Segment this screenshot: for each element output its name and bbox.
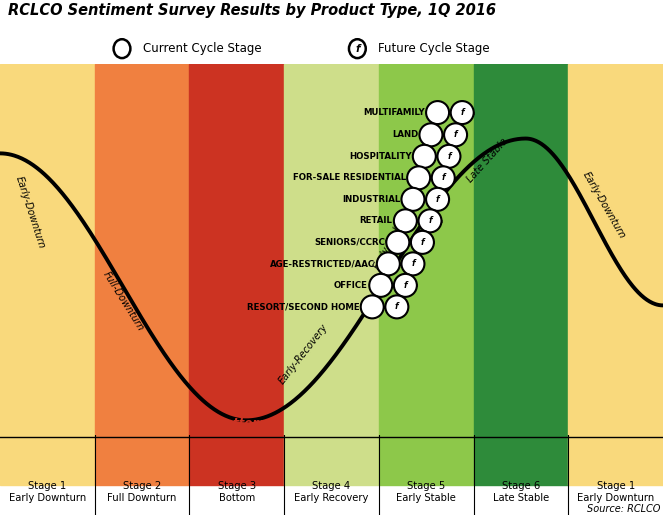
Bar xyxy=(379,435,473,485)
Ellipse shape xyxy=(387,231,409,254)
Text: f: f xyxy=(404,281,407,290)
Ellipse shape xyxy=(413,145,436,168)
Bar xyxy=(473,64,568,435)
Ellipse shape xyxy=(420,123,442,146)
Text: f: f xyxy=(428,216,432,226)
Text: Current Cycle Stage: Current Cycle Stage xyxy=(143,42,261,56)
Bar xyxy=(190,435,284,485)
Bar xyxy=(190,64,284,435)
Text: f: f xyxy=(411,260,415,268)
Text: RETAIL: RETAIL xyxy=(359,216,392,226)
Ellipse shape xyxy=(377,252,400,276)
Text: f: f xyxy=(395,302,398,312)
Ellipse shape xyxy=(369,274,392,297)
Bar xyxy=(95,64,190,435)
Bar xyxy=(379,64,473,435)
Ellipse shape xyxy=(402,252,424,276)
Text: RESORT/SECOND HOME: RESORT/SECOND HOME xyxy=(247,302,359,312)
Text: MULTIFAMILY: MULTIFAMILY xyxy=(363,108,425,117)
Text: SENIORS/CCRC: SENIORS/CCRC xyxy=(314,238,385,247)
Text: f: f xyxy=(442,174,445,182)
Text: f: f xyxy=(453,130,457,140)
Text: INDUSTRIAL: INDUSTRIAL xyxy=(342,195,400,204)
Ellipse shape xyxy=(385,296,408,318)
Text: FOR-SALE RESIDENTIAL: FOR-SALE RESIDENTIAL xyxy=(292,174,406,182)
Text: RCLCO Sentiment Survey Results by Product Type, 1Q 2016: RCLCO Sentiment Survey Results by Produc… xyxy=(8,3,496,18)
Ellipse shape xyxy=(418,210,442,232)
Text: Stage 3
Bottom: Stage 3 Bottom xyxy=(217,482,256,503)
Circle shape xyxy=(349,39,366,58)
Ellipse shape xyxy=(394,274,417,297)
Circle shape xyxy=(113,39,131,58)
Text: f: f xyxy=(447,152,451,161)
Text: HOSPITALITY: HOSPITALITY xyxy=(349,152,412,161)
Ellipse shape xyxy=(361,296,384,318)
Text: Full-Downturn: Full-Downturn xyxy=(101,270,145,333)
Text: f: f xyxy=(460,108,464,117)
Bar xyxy=(0,64,95,435)
Text: f: f xyxy=(436,195,440,204)
Text: Late Stable: Late Stable xyxy=(465,137,510,185)
Ellipse shape xyxy=(407,166,430,190)
Ellipse shape xyxy=(451,101,473,124)
Text: Stage 5
Early Stable: Stage 5 Early Stable xyxy=(396,482,456,503)
Bar xyxy=(568,64,663,435)
Ellipse shape xyxy=(426,188,449,211)
Ellipse shape xyxy=(402,188,424,211)
Text: Stage 2
Full Downturn: Stage 2 Full Downturn xyxy=(107,482,177,503)
Bar xyxy=(0,435,95,485)
Text: Early-Downturn: Early-Downturn xyxy=(14,175,46,250)
Text: Stage 4
Early Recovery: Stage 4 Early Recovery xyxy=(294,482,369,503)
Text: Stage 1
Early Downturn: Stage 1 Early Downturn xyxy=(577,482,654,503)
Bar xyxy=(284,64,379,435)
Ellipse shape xyxy=(426,101,449,124)
Bar xyxy=(568,435,663,485)
Ellipse shape xyxy=(411,231,434,254)
Text: Early-Stable: Early-Stable xyxy=(372,214,408,271)
Text: AGE-RESTRICTED/AAC: AGE-RESTRICTED/AAC xyxy=(271,260,375,268)
Text: Early-Recovery: Early-Recovery xyxy=(276,321,330,386)
Text: Bottom: Bottom xyxy=(217,417,266,430)
Text: Future Cycle Stage: Future Cycle Stage xyxy=(378,42,489,56)
Ellipse shape xyxy=(444,123,467,146)
Ellipse shape xyxy=(432,166,455,190)
Text: LAND: LAND xyxy=(392,130,418,140)
Text: Stage 1
Early Downturn: Stage 1 Early Downturn xyxy=(9,482,86,503)
Ellipse shape xyxy=(394,210,417,232)
Bar xyxy=(95,435,190,485)
Text: OFFICE: OFFICE xyxy=(334,281,368,290)
Ellipse shape xyxy=(438,145,460,168)
Text: f: f xyxy=(420,238,424,247)
Bar xyxy=(284,435,379,485)
Text: f: f xyxy=(355,44,359,54)
Bar xyxy=(473,435,568,485)
Text: Stage 6
Late Stable: Stage 6 Late Stable xyxy=(493,482,549,503)
Text: Source: RCLCO: Source: RCLCO xyxy=(587,504,660,514)
Text: Early-Downturn: Early-Downturn xyxy=(581,170,627,241)
